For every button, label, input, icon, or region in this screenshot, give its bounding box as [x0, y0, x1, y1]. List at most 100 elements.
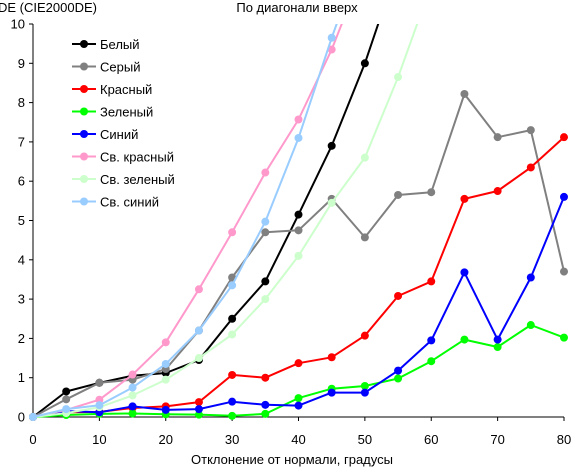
data-point	[460, 335, 469, 344]
legend-item: Св. зеленый	[72, 172, 175, 187]
y-tick-label: 7	[18, 134, 25, 149]
data-point	[128, 370, 137, 379]
data-point	[560, 133, 568, 142]
data-point	[394, 73, 403, 82]
chart-title: По диагонали вверх	[236, 0, 358, 15]
y-tick-label: 9	[18, 56, 25, 71]
data-point	[493, 187, 502, 196]
legend-label: Св. красный	[100, 150, 174, 165]
x-tick-label: 30	[225, 432, 239, 447]
data-point	[327, 45, 336, 54]
data-point	[228, 228, 237, 237]
x-tick-label: 10	[92, 432, 106, 447]
data-point	[294, 251, 303, 260]
series-8	[29, 24, 338, 421]
data-point	[62, 405, 71, 414]
data-point	[560, 192, 568, 201]
data-point	[526, 126, 535, 135]
legend-swatch-marker	[80, 130, 88, 138]
data-point	[128, 402, 137, 411]
series-line	[32, 24, 380, 418]
data-point	[327, 141, 336, 150]
data-point	[460, 89, 469, 98]
y-tick-label: 8	[18, 95, 25, 110]
legend-item: Зеленый	[72, 105, 153, 120]
data-point	[161, 405, 170, 414]
data-point	[493, 343, 502, 352]
data-point	[194, 354, 203, 363]
legend-swatch-marker	[80, 40, 88, 48]
data-point	[294, 115, 303, 124]
y-tick-label: 1	[18, 370, 25, 385]
y-axis-title: DE (CIE2000DE)	[0, 0, 97, 15]
axes: 0 1 2 3 4 5 6 7 8 9 10 0 10 20 30 40 50 60 70 80	[11, 17, 571, 448]
data-point	[261, 295, 270, 304]
data-point	[95, 401, 104, 410]
data-point	[261, 277, 270, 286]
legend-swatch-marker	[80, 197, 88, 206]
x-tick-label: 20	[159, 432, 173, 447]
data-point	[128, 383, 137, 392]
data-point	[62, 387, 71, 396]
x-tick-label: 70	[490, 432, 504, 447]
data-point	[360, 59, 369, 68]
data-point	[526, 321, 535, 330]
x-tick-label: 80	[557, 432, 571, 447]
data-point	[161, 375, 170, 384]
y-tick-label: 4	[18, 252, 25, 267]
data-point	[261, 228, 270, 237]
data-point	[294, 401, 303, 410]
y-tick-label: 0	[18, 410, 25, 425]
legend-item: Белый	[72, 37, 140, 52]
legend-swatch-marker	[80, 107, 88, 116]
data-point	[360, 388, 369, 397]
legend-label: Белый	[100, 37, 140, 52]
x-tick-label: 0	[29, 432, 36, 447]
data-point	[360, 381, 369, 390]
data-point	[228, 314, 237, 323]
data-point	[128, 391, 137, 400]
data-point	[294, 133, 303, 142]
series-5	[29, 192, 568, 421]
data-point	[427, 188, 436, 197]
data-point	[394, 374, 403, 383]
data-point	[460, 194, 469, 203]
data-point	[327, 198, 336, 207]
legend-label: Зеленый	[100, 105, 153, 120]
data-point	[29, 413, 37, 421]
data-point	[194, 405, 203, 414]
data-point	[95, 378, 104, 387]
data-point	[261, 168, 270, 177]
data-point	[460, 268, 469, 277]
x-tick-label: 60	[424, 432, 438, 447]
data-point	[261, 400, 270, 409]
data-point	[427, 336, 436, 345]
legend-item: Красный	[72, 82, 152, 97]
data-point	[360, 233, 369, 242]
legend-swatch-marker	[80, 62, 88, 71]
data-point	[526, 163, 535, 172]
data-point	[327, 388, 336, 397]
data-point	[261, 409, 270, 418]
legend-swatch-marker	[80, 85, 88, 93]
data-point	[493, 133, 502, 142]
data-point	[194, 326, 203, 335]
legend-label: Красный	[100, 82, 152, 97]
data-point	[228, 370, 237, 379]
x-axis-title: Отклонение от нормали, градусы	[191, 452, 393, 467]
data-point	[294, 359, 303, 368]
data-point	[194, 285, 203, 294]
data-point	[560, 267, 568, 276]
data-point	[394, 190, 403, 199]
legend-item: Серый	[72, 60, 140, 75]
data-point	[194, 410, 203, 419]
data-point	[493, 335, 502, 344]
legend-label: Св. зеленый	[100, 172, 175, 187]
data-point	[228, 411, 237, 420]
y-tick-label: 6	[18, 174, 25, 189]
data-point	[560, 333, 568, 342]
data-point	[427, 277, 436, 286]
legend-item: Св. синий	[72, 195, 159, 210]
legend-label: Синий	[100, 127, 138, 142]
